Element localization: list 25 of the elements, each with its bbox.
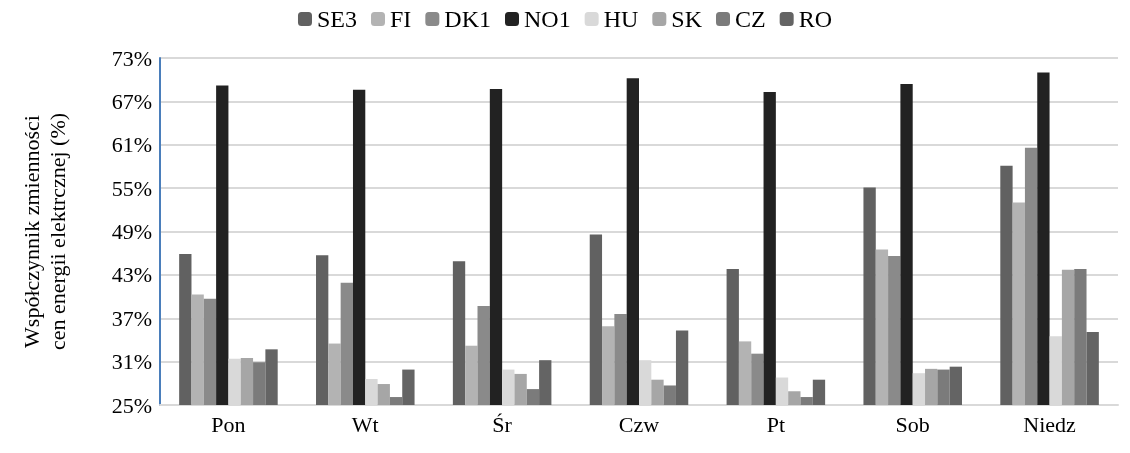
legend-label: CZ — [735, 6, 766, 32]
legend-label: HU — [603, 6, 639, 32]
legend-label: SK — [671, 6, 703, 32]
y-tick-label: 31% — [111, 349, 152, 375]
x-tick-label: Wt — [351, 411, 379, 437]
legend-label: SE3 — [316, 6, 357, 32]
x-tick-label: Czw — [618, 411, 660, 437]
y-tick-label: 61% — [111, 132, 152, 158]
y-axis-title: Współczynnik zmienności cen energii elektrcznej (%) — [18, 112, 70, 351]
y-tick-label: 37% — [111, 305, 152, 331]
y-tick-label: 25% — [111, 392, 152, 418]
y-tick-label: 43% — [111, 262, 152, 288]
y-tick-label: 67% — [111, 88, 152, 114]
x-tick-label: Niedz — [1023, 411, 1077, 437]
legend-label: NO1 — [524, 6, 571, 32]
y-tick-label: 73% — [111, 45, 152, 71]
legend-label: DK1 — [444, 6, 492, 32]
y-tick-label: 49% — [111, 219, 152, 244]
legend-label: FI — [389, 6, 412, 32]
y-tick-label: 55% — [111, 175, 152, 201]
x-tick-label: Pt — [766, 411, 786, 437]
legend-label: RO — [798, 6, 833, 32]
x-tick-label: Pon — [211, 411, 246, 437]
x-tick-label: Śr — [492, 411, 513, 437]
x-tick-label: Sob — [895, 411, 930, 437]
